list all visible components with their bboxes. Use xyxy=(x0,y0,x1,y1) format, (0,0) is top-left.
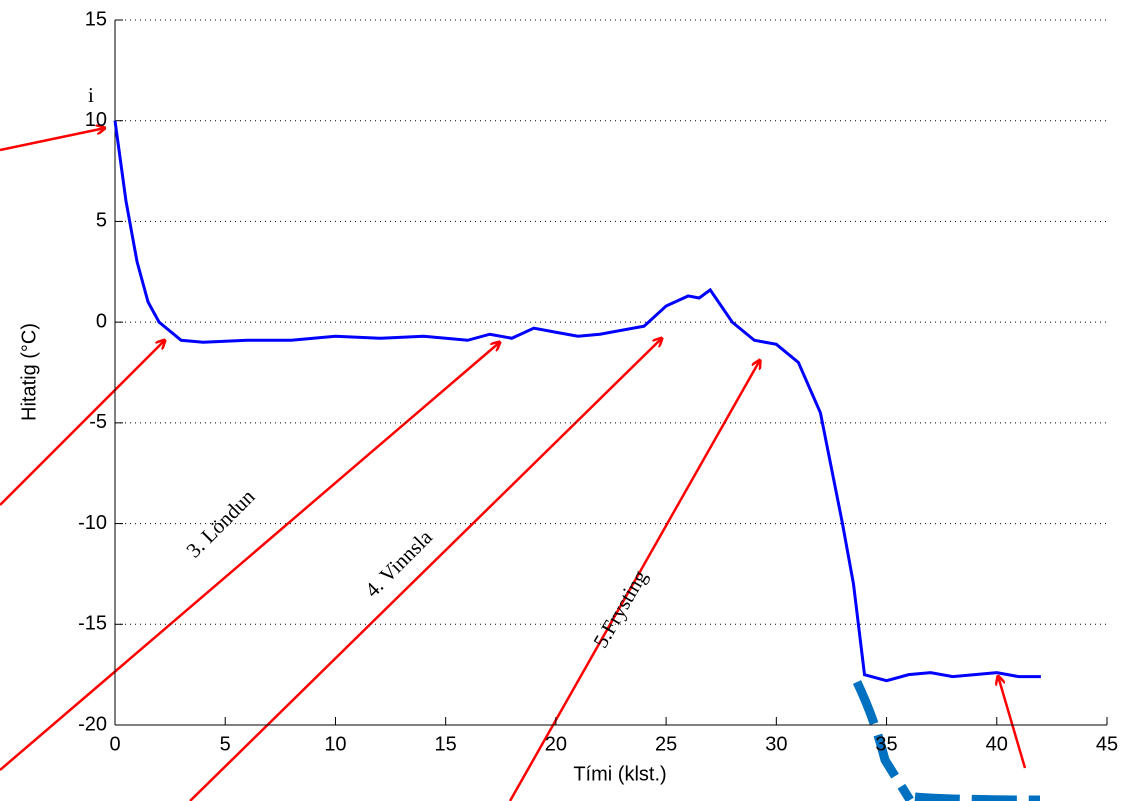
annotation: 5.Frysting xyxy=(588,565,652,652)
y-tick-label: -15 xyxy=(78,613,107,635)
annotation: i xyxy=(88,83,94,107)
y-tick-label: 5 xyxy=(96,210,107,232)
y-tick-label: 15 xyxy=(85,8,107,30)
y-tick-label: -5 xyxy=(89,411,107,433)
y-tick-label: 0 xyxy=(96,310,107,332)
x-tick-label: 40 xyxy=(986,733,1008,755)
y-tick-label: 10 xyxy=(85,109,107,131)
x-axis-label: Tími (klst.) xyxy=(573,763,666,785)
annotation: 4. Vinnsla xyxy=(360,525,437,602)
dashed-segment xyxy=(852,680,1041,801)
y-axis-label: Hitatig (°C) xyxy=(18,323,40,421)
x-tick-label: 30 xyxy=(765,733,787,755)
arrows xyxy=(0,128,1027,801)
x-tick-label: 25 xyxy=(655,733,677,755)
x-tick-label: 0 xyxy=(109,733,120,755)
y-tick-label: -10 xyxy=(78,512,107,534)
x-tick-label: 45 xyxy=(1096,733,1118,755)
y-tick-label: -20 xyxy=(78,713,107,735)
line xyxy=(113,120,1041,683)
x-tick-label: 5 xyxy=(220,733,231,755)
x-tick-label: 35 xyxy=(875,733,897,755)
x-tick-label: 20 xyxy=(545,733,567,755)
x-tick-label: 15 xyxy=(435,733,457,755)
x-tick-label: 10 xyxy=(324,733,346,755)
